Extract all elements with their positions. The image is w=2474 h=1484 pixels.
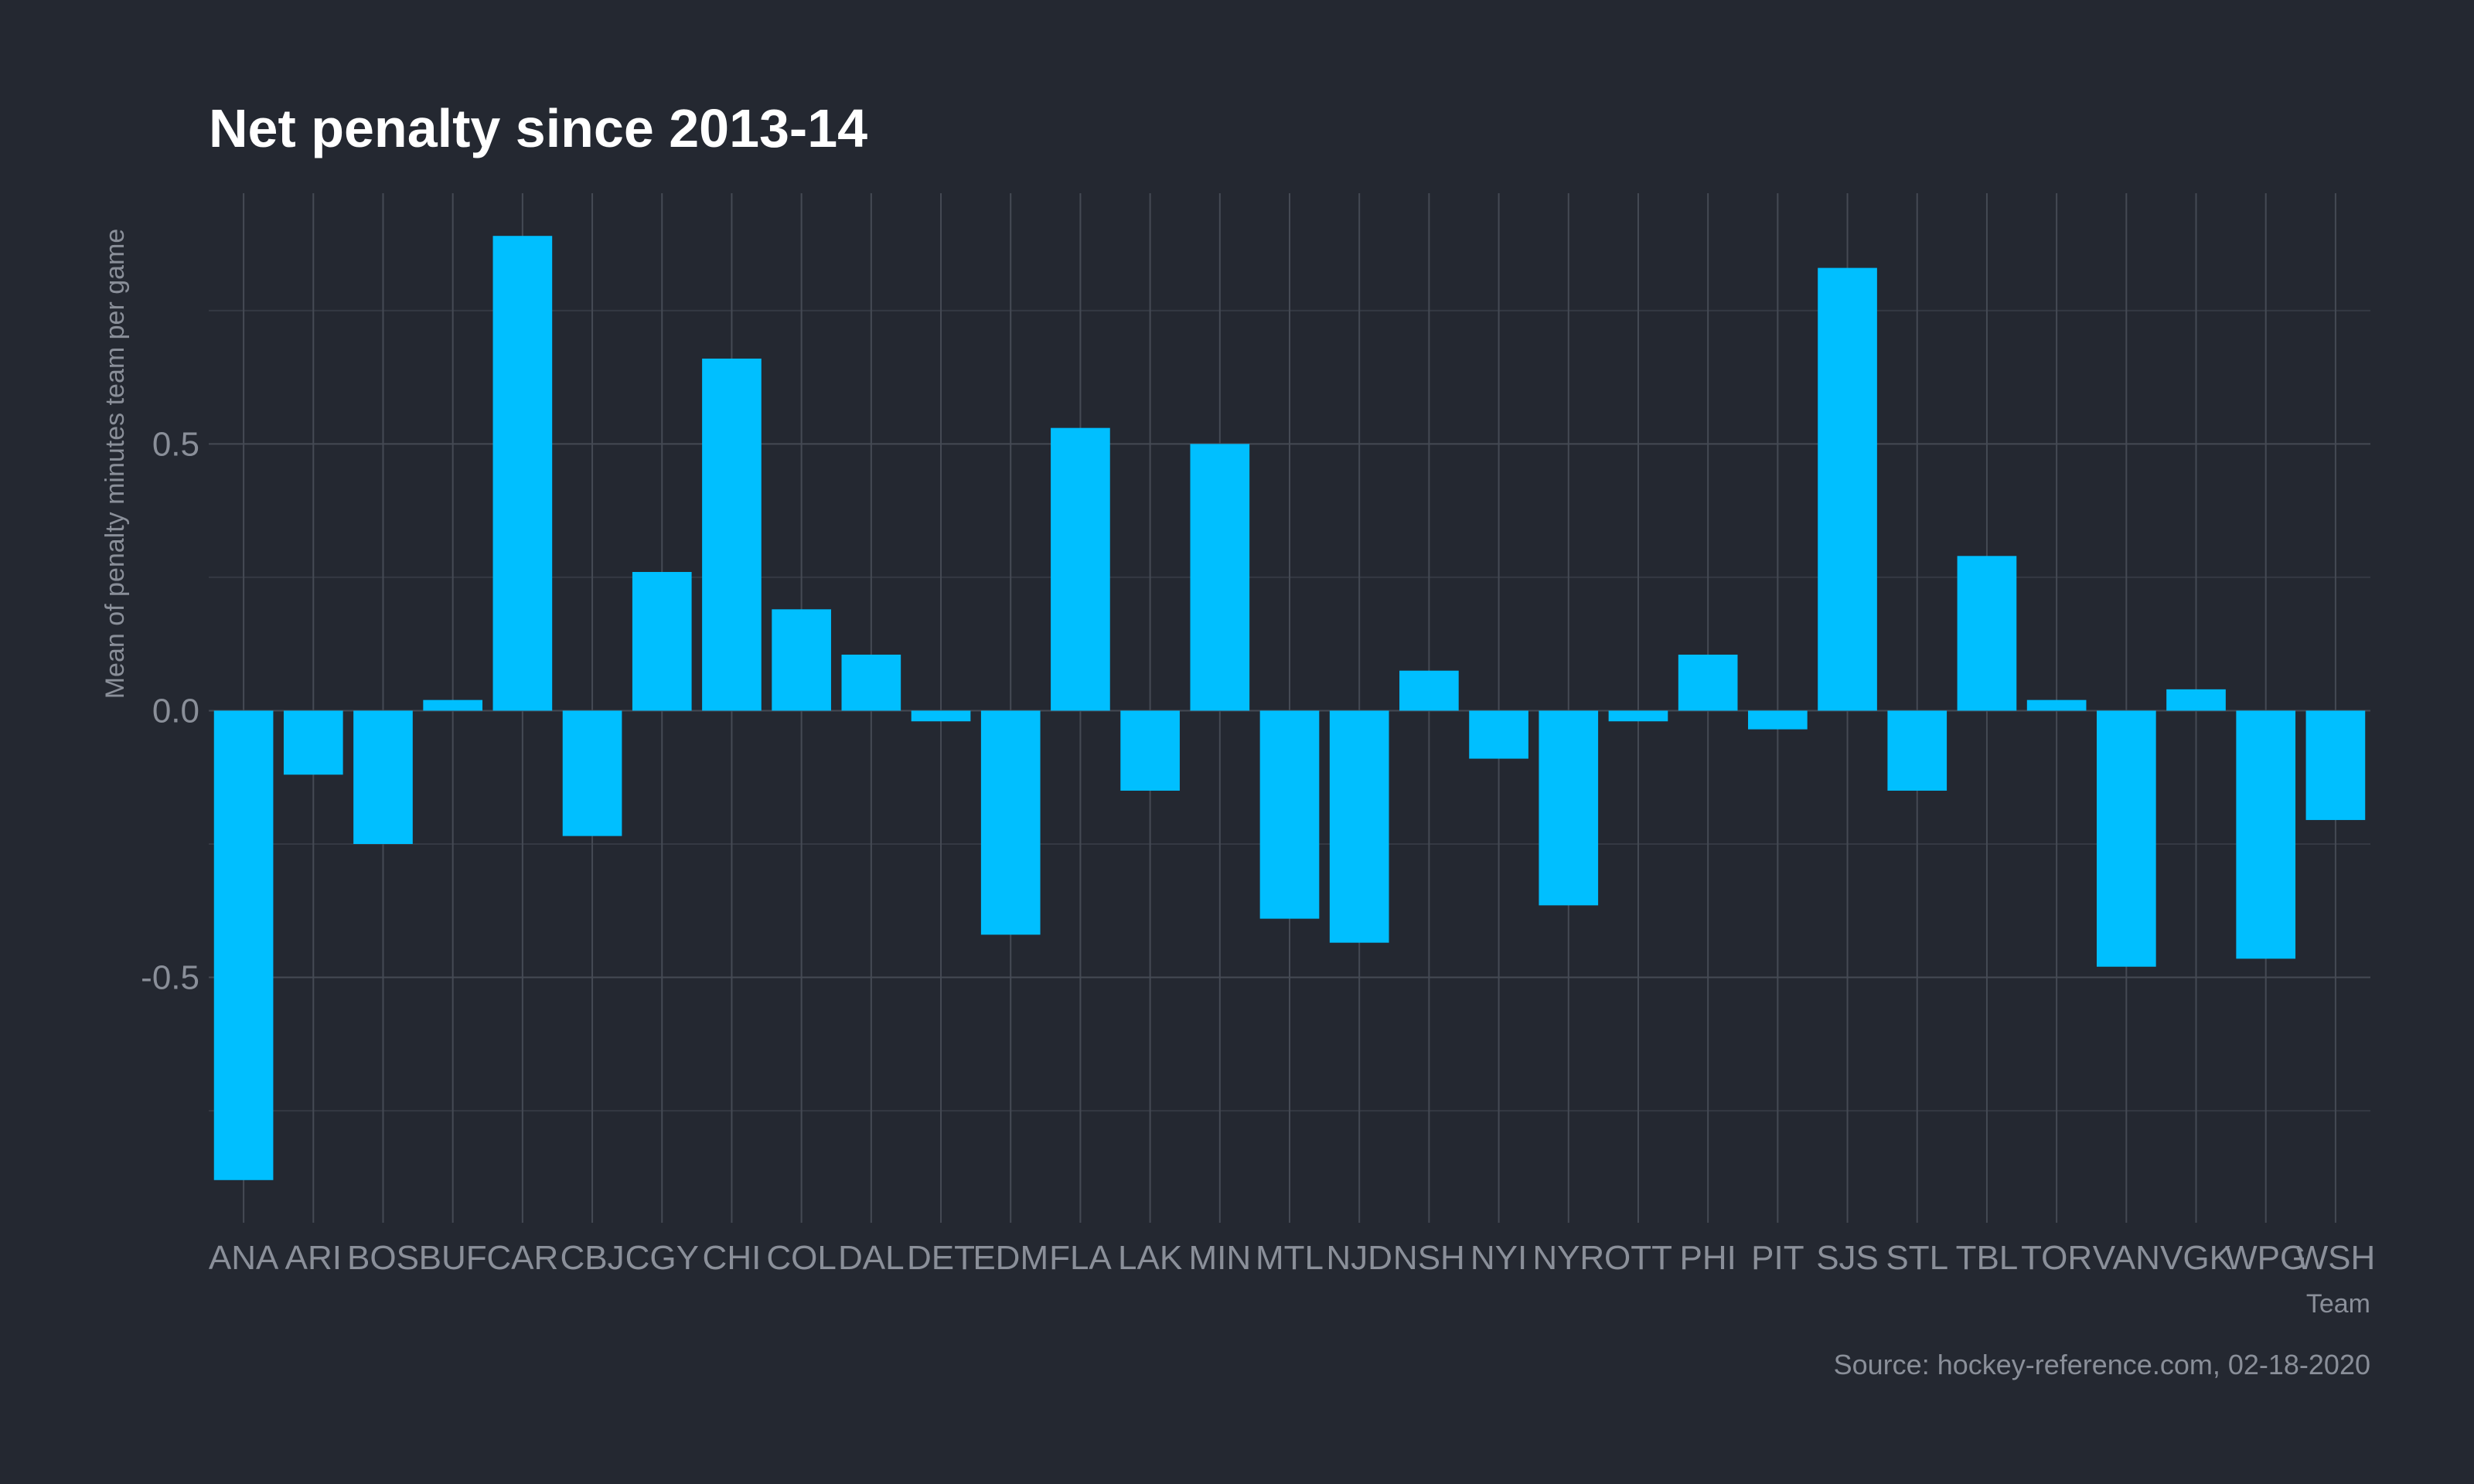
x-tick-label: ANA bbox=[209, 1239, 279, 1277]
bar-min bbox=[1190, 444, 1250, 711]
x-tick-label: NSH bbox=[1393, 1239, 1465, 1277]
y-tick-label: -0.5 bbox=[141, 959, 199, 997]
x-tick-label: OTT bbox=[1604, 1239, 1672, 1277]
x-tick-label: NYI bbox=[1470, 1239, 1527, 1277]
bar-nyi bbox=[1469, 710, 1528, 759]
bar-pit bbox=[1748, 710, 1808, 730]
bar-tbl bbox=[1957, 556, 2017, 711]
x-tick-label: VAN bbox=[2093, 1239, 2160, 1277]
bar-wpg bbox=[2236, 710, 2296, 959]
x-tick-label: PIT bbox=[1751, 1239, 1804, 1277]
bar-njd bbox=[1329, 710, 1389, 943]
bar-det bbox=[911, 710, 971, 722]
y-axis-ticks: -0.5 0.0 0.5 bbox=[141, 425, 199, 996]
x-tick-label: CBJ bbox=[561, 1239, 625, 1277]
x-tick-label: NYR bbox=[1532, 1239, 1604, 1277]
x-tick-label: WPG bbox=[2225, 1239, 2306, 1277]
bar-nsh bbox=[1399, 670, 1459, 711]
x-tick-label: COL bbox=[766, 1239, 836, 1277]
bar-cgy bbox=[632, 572, 692, 711]
x-tick-label: EDM bbox=[973, 1239, 1048, 1277]
bar-chi bbox=[702, 358, 762, 711]
bars bbox=[213, 236, 2366, 1180]
bar-col bbox=[772, 609, 831, 711]
x-tick-label: BOS bbox=[347, 1239, 419, 1277]
x-tick-label: SJS bbox=[1816, 1239, 1879, 1277]
bar-edm bbox=[980, 710, 1041, 935]
bar-mtl bbox=[1259, 710, 1320, 919]
x-tick-label: LAK bbox=[1118, 1239, 1182, 1277]
bar-fla bbox=[1051, 427, 1110, 711]
x-tick-label: MTL bbox=[1256, 1239, 1324, 1277]
x-tick-label: CAR bbox=[486, 1239, 558, 1277]
bar-dal bbox=[841, 654, 901, 711]
bar-ana bbox=[213, 710, 274, 1180]
bar-nyr bbox=[1539, 710, 1599, 906]
bar-van bbox=[2096, 710, 2156, 967]
bar-wsh bbox=[2305, 710, 2366, 820]
x-tick-label: MIN bbox=[1188, 1239, 1251, 1277]
y-tick-label: 0.5 bbox=[152, 425, 199, 463]
x-tick-label: BUF bbox=[419, 1239, 487, 1277]
x-tick-label: NJD bbox=[1326, 1239, 1392, 1277]
bar-car bbox=[492, 236, 553, 711]
source-caption: Source: hockey-reference.com, 02-18-2020 bbox=[1834, 1349, 2370, 1380]
x-tick-label: WSH bbox=[2296, 1239, 2376, 1277]
bar-ari bbox=[283, 710, 343, 775]
x-tick-label: TBL bbox=[1956, 1239, 2019, 1277]
bar-buf bbox=[423, 699, 483, 711]
bar-stl bbox=[1887, 710, 1948, 791]
x-tick-label: ARI bbox=[285, 1239, 342, 1277]
bar-sjs bbox=[1818, 267, 1877, 711]
x-tick-label: FLA bbox=[1049, 1239, 1112, 1277]
bar-vgk bbox=[2166, 689, 2226, 711]
x-axis-title: Team bbox=[2306, 1289, 2370, 1319]
bar-bos bbox=[353, 710, 413, 844]
chart-title: Net penalty since 2013-14 bbox=[209, 98, 867, 158]
bar-lak bbox=[1120, 710, 1180, 791]
x-tick-label: TOR bbox=[2021, 1239, 2092, 1277]
y-tick-label: 0.0 bbox=[152, 692, 199, 730]
x-tick-label: CHI bbox=[703, 1239, 762, 1277]
x-tick-label: CGY bbox=[625, 1239, 699, 1277]
x-tick-label: VGK bbox=[2160, 1239, 2232, 1277]
bar-phi bbox=[1678, 654, 1738, 711]
bar-ott bbox=[1608, 710, 1668, 722]
x-tick-label: STL bbox=[1886, 1239, 1948, 1277]
y-axis-title: Mean of penalty minutes team per game bbox=[101, 229, 130, 699]
bar-cbj bbox=[562, 710, 622, 836]
bar-tor bbox=[2026, 699, 2087, 711]
x-tick-label: DET bbox=[907, 1239, 975, 1277]
x-tick-label: DAL bbox=[838, 1239, 905, 1277]
x-tick-label: PHI bbox=[1679, 1239, 1736, 1277]
